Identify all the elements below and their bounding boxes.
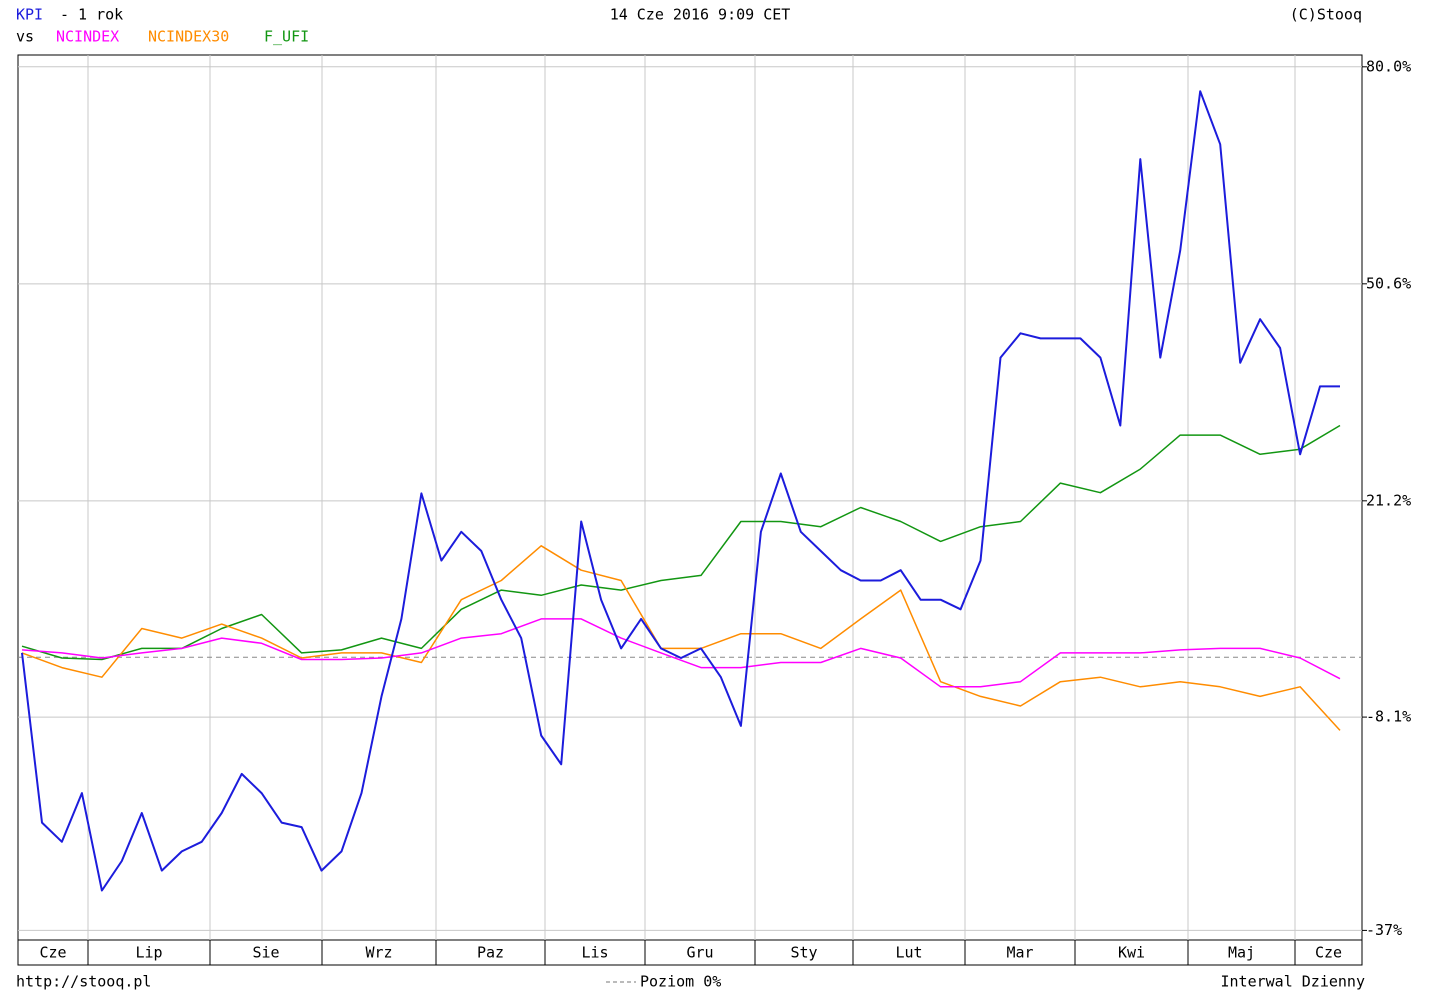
series-line [21,545,1341,731]
x-tick-label: Lip [135,944,162,962]
y-tick-label: 21.2% [1366,491,1411,509]
copyright: (C)Stooq [1290,6,1362,24]
ref-label: Poziom 0% [640,973,721,991]
legend-entry: NCINDEX30 [148,28,229,46]
legend-entry: F_UFI [264,28,309,46]
y-tick-label: -37% [1366,921,1402,939]
legend-entry: NCINDEX [56,28,119,46]
interval: Interwal Dzienny [1221,973,1366,991]
x-tick-label: Gru [686,944,713,962]
x-axis-strip [17,939,1363,966]
x-tick-label: Lis [581,944,608,962]
y-tick-label: -8.1% [1366,708,1411,726]
x-tick-label: Wrz [365,944,392,962]
legend-entry: KPI [16,6,43,24]
series-line [21,424,1341,661]
x-tick-label: Lut [895,944,922,962]
series-line [21,90,1340,892]
y-tick-label: 80.0% [1366,57,1411,75]
x-tick-label: Paz [477,944,504,962]
x-tick-label: Sie [252,944,279,962]
vs-label: vs [16,28,34,46]
chart-title: - 1 rok [60,6,123,24]
date: 14 Cze 2016 9:09 CET [610,6,791,24]
series-line [21,618,1341,688]
x-tick-label: Sty [790,944,817,962]
x-tick-label: Kwi [1118,944,1145,962]
x-tick-label: Cze [1315,944,1342,962]
y-tick-label: 50.6% [1366,274,1411,292]
x-tick-label: Cze [39,944,66,962]
plot-frame [17,54,1363,941]
x-tick-label: Mar [1006,944,1033,962]
x-tick-label: Maj [1228,944,1255,962]
url: http://stooq.pl [16,973,151,991]
